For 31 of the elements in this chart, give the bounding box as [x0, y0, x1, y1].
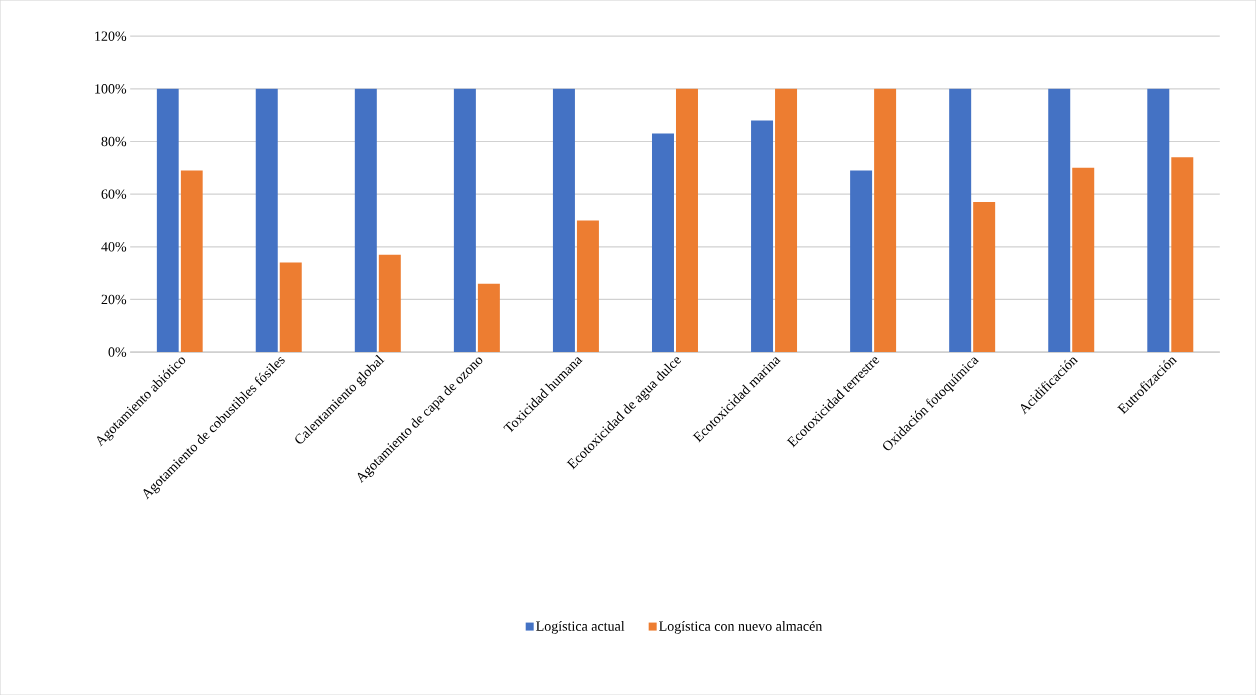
- bar: [1171, 157, 1194, 353]
- bar: [180, 170, 203, 353]
- bar: [973, 201, 996, 353]
- bar: [453, 88, 476, 353]
- bar: [775, 88, 798, 353]
- y-tick-label: 80%: [101, 136, 127, 147]
- legend-label: Logística actual: [536, 620, 625, 634]
- bar: [1072, 167, 1095, 353]
- bar: [1147, 88, 1170, 353]
- bar: [477, 283, 500, 353]
- y-tick-label: 20%: [101, 294, 127, 305]
- bar: [652, 133, 674, 353]
- bar: [850, 170, 873, 353]
- y-tick-label: 120%: [95, 31, 127, 41]
- bar: [949, 88, 972, 353]
- bar: [576, 220, 599, 353]
- bar: [751, 120, 774, 353]
- bar: [255, 88, 278, 353]
- y-tick-label: 60%: [101, 189, 127, 199]
- bar: [354, 88, 377, 353]
- bar: [1048, 88, 1071, 353]
- bar: [378, 254, 401, 353]
- bar: [279, 262, 302, 353]
- bar: [874, 88, 897, 353]
- legend-label: Logística con nuevo almacén: [659, 620, 823, 634]
- bar: [552, 88, 575, 353]
- y-tick-label: 0%: [108, 347, 127, 357]
- y-tick-label: 40%: [101, 241, 127, 252]
- bar: [675, 88, 698, 353]
- y-tick-label: 100%: [95, 84, 127, 94]
- bar: [156, 88, 179, 353]
